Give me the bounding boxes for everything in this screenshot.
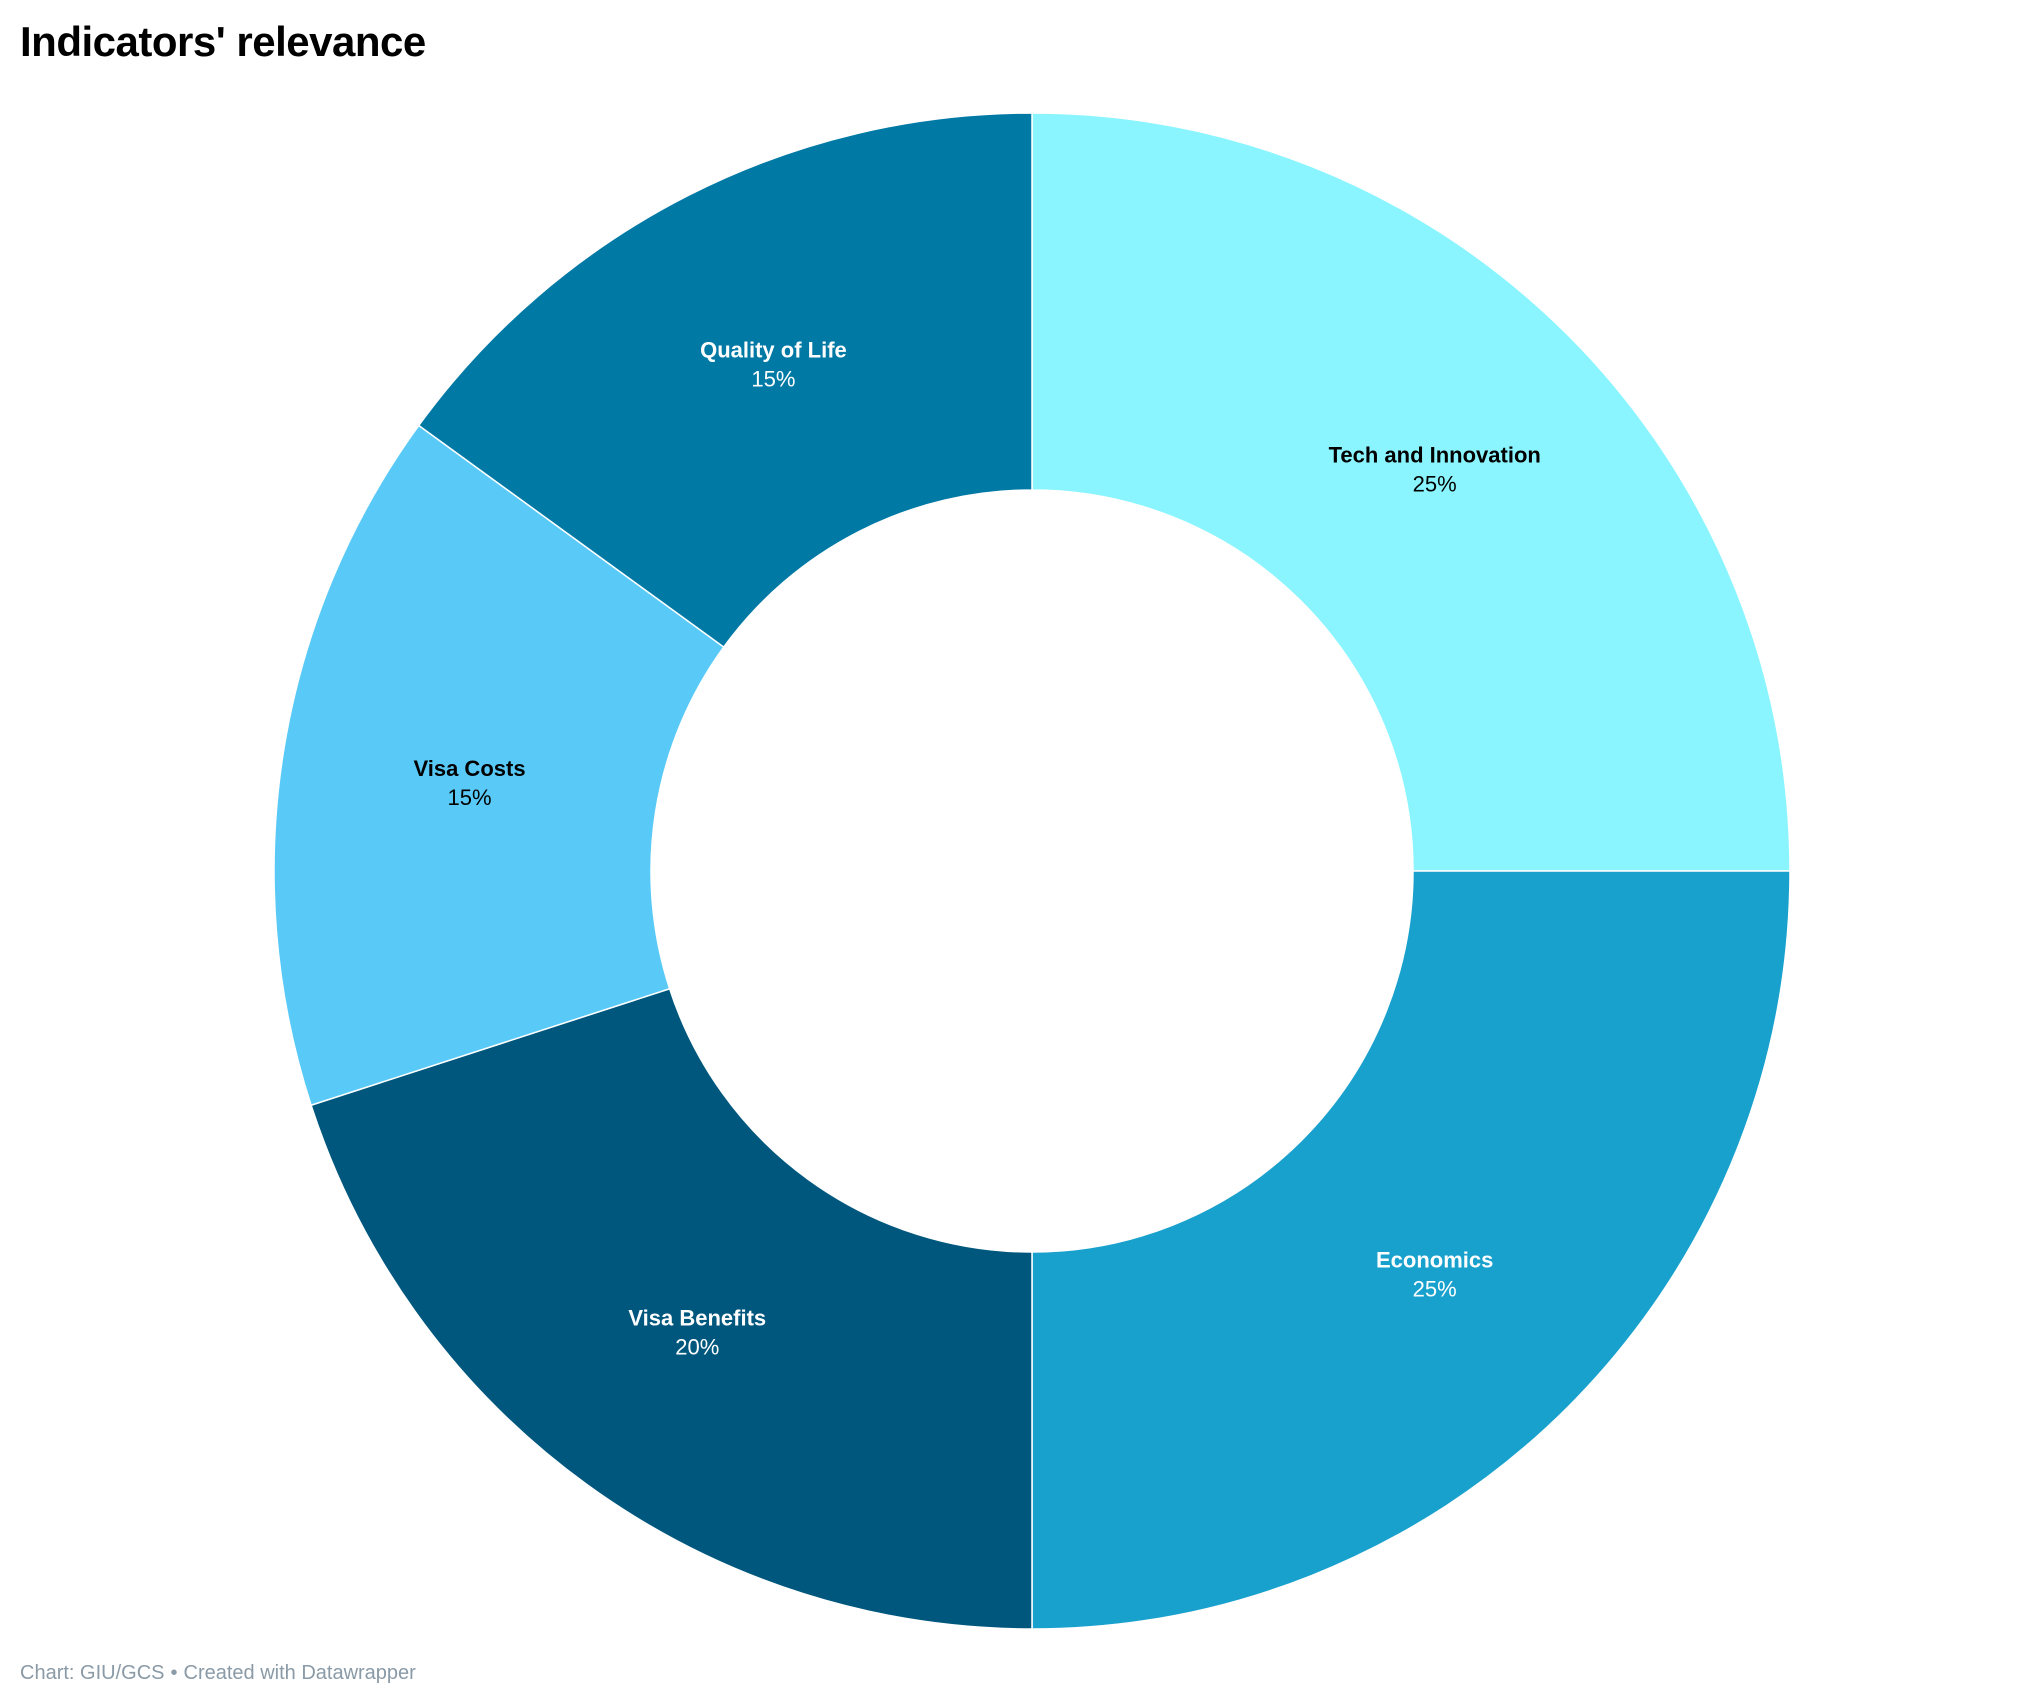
slice-label-tech-and-innovation: Tech and Innovation xyxy=(1329,442,1541,467)
slice-value-quality-of-life: 15% xyxy=(751,367,795,392)
slice-economics[interactable] xyxy=(1031,870,1791,1630)
footer-separator: • xyxy=(170,1662,178,1684)
chart-footer: Chart: GIU/GCS • Created with Datawrapper xyxy=(20,1662,416,1685)
slice-label-visa-benefits: Visa Benefits xyxy=(628,1306,766,1331)
slice-labels: Tech and Innovation 25% Economics 25% Visa B… xyxy=(413,338,1540,1360)
slice-label-economics: Economics xyxy=(1376,1248,1493,1273)
slice-value-economics: 25% xyxy=(1413,1277,1457,1302)
slice-label-visa-costs: Visa Costs xyxy=(413,756,525,781)
slice-label-quality-of-life: Quality of Life xyxy=(700,338,847,363)
slice-visa-benefits[interactable] xyxy=(310,987,1033,1630)
slice-quality-of-life[interactable] xyxy=(417,112,1033,649)
slice-tech-and-innovation[interactable] xyxy=(1031,112,1791,872)
donut-chart: Tech and Innovation 25% Economics 25% Visa B… xyxy=(273,112,1791,1630)
donut-slices xyxy=(273,112,1791,1630)
datawrapper-link[interactable]: Created with Datawrapper xyxy=(183,1662,416,1684)
chart-title: Indicators' relevance xyxy=(20,18,426,65)
slice-value-visa-benefits: 20% xyxy=(675,1335,719,1360)
slice-visa-costs[interactable] xyxy=(273,424,725,1107)
source-credit: Chart: GIU/GCS xyxy=(20,1662,165,1684)
slice-value-visa-costs: 15% xyxy=(447,785,491,810)
slice-value-tech-and-innovation: 25% xyxy=(1413,471,1457,496)
